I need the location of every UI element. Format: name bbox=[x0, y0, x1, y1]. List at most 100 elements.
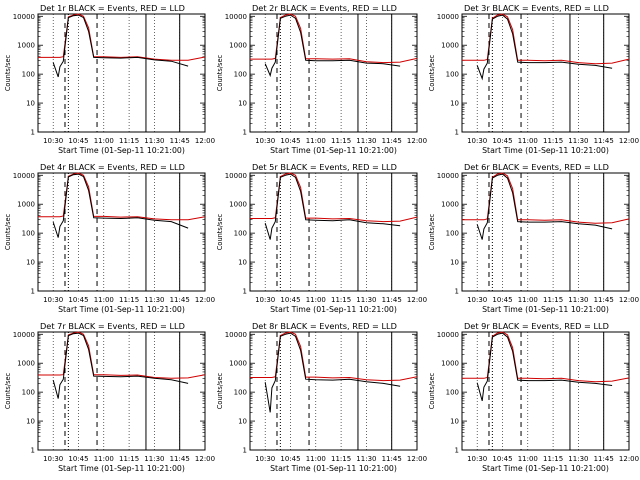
y-axis-label: Counts/sec bbox=[428, 54, 436, 91]
x-tick-label: 12:00 bbox=[619, 455, 639, 463]
y-tick-label: 1 bbox=[455, 447, 459, 455]
y-tick-label: 1000 bbox=[17, 201, 35, 209]
x-tick-label: 11:30 bbox=[568, 296, 588, 304]
x-axis-label: Start Time (01-Sep-11 10:21:00) bbox=[58, 464, 185, 473]
panel-title: Det 6r BLACK = Events, RED = LLD bbox=[464, 162, 609, 172]
x-tick-label: 11:15 bbox=[331, 296, 351, 304]
y-tick-label: 10000 bbox=[13, 331, 35, 339]
y-tick-label: 100 bbox=[234, 230, 247, 238]
y-tick-label: 1 bbox=[31, 288, 35, 296]
events-series-line bbox=[52, 14, 189, 78]
y-axis-label: Counts/sec bbox=[216, 372, 224, 409]
y-tick-label: 1 bbox=[31, 447, 35, 455]
y-tick-label: 1 bbox=[455, 129, 459, 137]
lld-series-line bbox=[38, 13, 206, 61]
y-tick-label: 1 bbox=[243, 288, 247, 296]
x-tick-label: 11:00 bbox=[306, 137, 326, 145]
panel-title: Det 5r BLACK = Events, RED = LLD bbox=[252, 162, 397, 172]
y-tick-label: 100 bbox=[22, 389, 35, 397]
panel-title: Det 9r BLACK = Events, RED = LLD bbox=[464, 321, 609, 331]
x-axis-label: Start Time (01-Sep-11 10:21:00) bbox=[482, 464, 609, 473]
panel-title: Det 8r BLACK = Events, RED = LLD bbox=[252, 321, 397, 331]
events-series-line bbox=[476, 14, 613, 81]
y-tick-label: 100 bbox=[446, 71, 459, 79]
lld-series-line bbox=[462, 172, 630, 224]
y-tick-label: 100 bbox=[22, 71, 35, 79]
x-tick-label: 11:45 bbox=[594, 455, 614, 463]
x-tick-label: 10:45 bbox=[280, 296, 300, 304]
y-tick-label: 10000 bbox=[225, 13, 247, 21]
y-axis-label: Counts/sec bbox=[4, 213, 12, 250]
x-tick-label: 10:45 bbox=[492, 296, 512, 304]
x-tick-label: 12:00 bbox=[407, 296, 427, 304]
x-tick-label: 12:00 bbox=[619, 137, 639, 145]
x-tick-label: 11:45 bbox=[170, 455, 190, 463]
panel-title: Det 1r BLACK = Events, RED = LLD bbox=[40, 3, 185, 13]
y-tick-label: 10000 bbox=[225, 172, 247, 180]
lld-series-line bbox=[38, 331, 206, 379]
panel-det-4: Det 4r BLACK = Events, RED = LLD 10:30 10:… bbox=[4, 162, 215, 314]
x-tick-label: 12:00 bbox=[407, 137, 427, 145]
y-tick-label: 10000 bbox=[437, 331, 459, 339]
x-tick-label: 10:30 bbox=[467, 455, 487, 463]
x-tick-label: 10:45 bbox=[68, 137, 88, 145]
panel-det-6: Det 6r BLACK = Events, RED = LLD 10:30 10:… bbox=[428, 162, 639, 314]
x-tick-label: 10:30 bbox=[43, 296, 63, 304]
y-tick-label: 1 bbox=[31, 129, 35, 137]
events-series-line bbox=[52, 332, 189, 399]
x-tick-label: 10:30 bbox=[255, 137, 275, 145]
x-tick-label: 10:45 bbox=[492, 137, 512, 145]
x-tick-label: 11:30 bbox=[356, 455, 376, 463]
x-tick-label: 11:45 bbox=[170, 137, 190, 145]
plot-frame bbox=[461, 13, 630, 133]
x-tick-label: 11:45 bbox=[382, 137, 402, 145]
lld-series-line bbox=[462, 13, 630, 65]
panel-det-9: Det 9r BLACK = Events, RED = LLD 10:30 10:… bbox=[428, 321, 639, 473]
y-tick-label: 100 bbox=[234, 389, 247, 397]
panel-title: Det 4r BLACK = Events, RED = LLD bbox=[40, 162, 185, 172]
x-tick-label: 10:45 bbox=[492, 455, 512, 463]
plot-frame bbox=[37, 172, 206, 292]
x-tick-label: 11:00 bbox=[306, 296, 326, 304]
x-tick-label: 11:00 bbox=[518, 137, 538, 145]
x-axis-label: Start Time (01-Sep-11 10:21:00) bbox=[58, 146, 185, 155]
y-tick-label: 100 bbox=[234, 71, 247, 79]
x-tick-label: 11:45 bbox=[382, 296, 402, 304]
y-tick-label: 10000 bbox=[225, 331, 247, 339]
y-tick-label: 10 bbox=[26, 100, 35, 108]
x-tick-label: 11:00 bbox=[94, 455, 114, 463]
x-tick-label: 11:00 bbox=[94, 296, 114, 304]
x-axis-label: Start Time (01-Sep-11 10:21:00) bbox=[482, 146, 609, 155]
x-tick-label: 11:45 bbox=[382, 455, 402, 463]
x-tick-label: 10:45 bbox=[280, 137, 300, 145]
plot-frame bbox=[249, 331, 418, 451]
y-tick-label: 10 bbox=[26, 259, 35, 267]
y-tick-label: 10 bbox=[450, 100, 459, 108]
x-tick-label: 11:15 bbox=[331, 137, 351, 145]
x-tick-label: 11:30 bbox=[356, 296, 376, 304]
x-tick-label: 11:15 bbox=[119, 455, 139, 463]
lld-series-line bbox=[250, 331, 418, 382]
x-tick-label: 11:15 bbox=[331, 455, 351, 463]
x-tick-label: 10:45 bbox=[68, 455, 88, 463]
x-axis-label: Start Time (01-Sep-11 10:21:00) bbox=[482, 305, 609, 314]
plot-frame bbox=[37, 331, 206, 451]
x-tick-label: 10:30 bbox=[467, 296, 487, 304]
y-tick-label: 10 bbox=[238, 100, 247, 108]
y-tick-label: 10000 bbox=[437, 13, 459, 21]
y-axis-label: Counts/sec bbox=[428, 213, 436, 250]
x-tick-label: 11:15 bbox=[543, 137, 563, 145]
x-axis-label: Start Time (01-Sep-11 10:21:00) bbox=[270, 146, 397, 155]
y-tick-label: 1000 bbox=[441, 201, 459, 209]
y-tick-label: 10 bbox=[450, 418, 459, 426]
x-tick-label: 10:45 bbox=[280, 455, 300, 463]
y-axis-label: Counts/sec bbox=[216, 54, 224, 91]
panel-det-1: Det 1r BLACK = Events, RED = LLD 10:30 10:… bbox=[4, 3, 215, 155]
x-axis-label: Start Time (01-Sep-11 10:21:00) bbox=[270, 464, 397, 473]
y-tick-label: 1 bbox=[243, 129, 247, 137]
x-axis-label: Start Time (01-Sep-11 10:21:00) bbox=[270, 305, 397, 314]
y-tick-label: 10000 bbox=[13, 172, 35, 180]
x-tick-label: 11:00 bbox=[518, 296, 538, 304]
y-tick-label: 10 bbox=[238, 259, 247, 267]
y-tick-label: 100 bbox=[446, 230, 459, 238]
